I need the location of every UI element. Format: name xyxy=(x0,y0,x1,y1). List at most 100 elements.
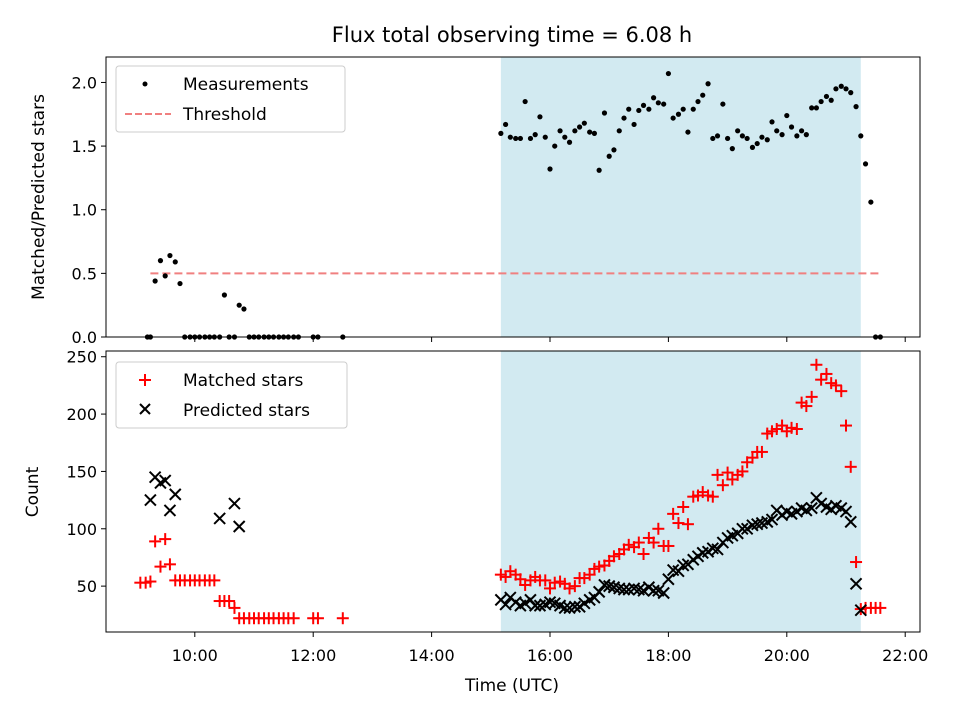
predicted-star-point xyxy=(657,586,670,600)
measurement-point xyxy=(813,105,820,111)
predicted-star-point xyxy=(746,519,759,532)
measurement-point xyxy=(729,146,735,152)
predicted-star-point xyxy=(558,601,572,615)
measurement-point xyxy=(547,166,553,172)
measurement-point xyxy=(670,115,676,121)
measurement-point xyxy=(507,134,513,140)
measurement-point xyxy=(591,130,598,136)
matched-star-point xyxy=(840,419,852,432)
measurement-point xyxy=(848,90,854,96)
matched-star-point xyxy=(662,539,675,552)
measurement-points xyxy=(144,70,883,340)
predicted-star-point xyxy=(578,597,591,610)
legend-matched-marker xyxy=(139,374,151,386)
x-tick-label: 16:00 xyxy=(527,646,573,665)
matched-star-point xyxy=(672,517,685,530)
measurement-point xyxy=(675,111,682,117)
predicted-star-point xyxy=(676,559,690,572)
measurement-point xyxy=(823,93,830,100)
measurement-point xyxy=(700,92,706,98)
measurement-point xyxy=(157,258,164,264)
matched-star-point xyxy=(647,536,660,549)
top-panel-ratio: 0.00.51.01.52.0 Matched/Predicted stars … xyxy=(29,56,921,347)
measurement-point xyxy=(720,101,726,107)
measurement-point xyxy=(542,134,548,140)
legend-predicted-marker xyxy=(139,403,151,415)
measurement-point xyxy=(833,86,839,92)
measurement-point xyxy=(596,167,602,173)
predicted-star-point xyxy=(228,497,241,510)
predicted-star-point xyxy=(232,520,246,533)
predicted-star-point xyxy=(592,585,606,599)
measurement-point xyxy=(631,121,637,128)
predicted-star-point xyxy=(765,513,779,526)
measurement-point xyxy=(177,280,183,287)
measurement-point xyxy=(862,161,869,167)
x-stroke-b xyxy=(607,581,621,594)
x-stroke-b xyxy=(158,474,172,487)
matched-star-point xyxy=(159,533,172,546)
x-stroke-b xyxy=(746,519,759,532)
matched-star-point xyxy=(154,560,167,573)
matched-star-point xyxy=(706,490,719,503)
measurement-point xyxy=(794,133,800,139)
x-stroke-b xyxy=(627,582,641,595)
predicted-star-point xyxy=(158,474,172,487)
predicted-star-point xyxy=(740,522,754,535)
measurement-point xyxy=(152,278,158,284)
matched-star-point xyxy=(607,550,620,563)
measurement-point xyxy=(562,134,568,140)
measurement-point xyxy=(587,129,593,135)
measurement-point xyxy=(853,104,859,110)
predicted-star-point xyxy=(844,515,857,529)
x-stroke-b xyxy=(528,599,542,612)
predicted-star-point xyxy=(499,598,512,611)
y-tick-label: 2.0 xyxy=(72,73,97,92)
measurement-point xyxy=(621,115,627,121)
matched-star-point xyxy=(850,556,863,569)
matched-star-point xyxy=(336,612,349,625)
predicted-star-point xyxy=(647,584,660,597)
predicted-star-point xyxy=(839,505,853,518)
x-stroke-b xyxy=(592,585,606,599)
measurement-point xyxy=(754,140,760,147)
matched-star-point xyxy=(652,522,665,535)
matched-star-point xyxy=(716,479,729,492)
x-stroke-b xyxy=(632,583,646,596)
measurement-point xyxy=(527,135,534,142)
predicted-star-point xyxy=(627,582,641,595)
measurement-point xyxy=(744,135,750,142)
matched-star-point xyxy=(721,466,734,479)
x-stroke-b xyxy=(736,522,749,535)
x-stroke-b xyxy=(228,497,241,510)
predicted-star-point xyxy=(163,504,177,517)
top-panel-y-ticks: 0.0 0.5 1.0 1.5 2.0 xyxy=(72,73,106,347)
x-stroke-b xyxy=(543,595,557,609)
top-panel-x-ticks xyxy=(194,337,906,342)
matched-star-point xyxy=(810,358,823,371)
x-stroke-b xyxy=(602,579,616,593)
x-stroke-b xyxy=(854,604,868,617)
measurement-point xyxy=(788,124,795,130)
predicted-star-point xyxy=(706,542,720,555)
matched-star-point xyxy=(820,367,833,380)
matched-star-point xyxy=(667,507,680,520)
matched-star-point xyxy=(681,518,694,531)
y-tick-label: 150 xyxy=(66,462,97,481)
measurement-point xyxy=(557,128,563,134)
measurement-point xyxy=(784,112,790,119)
x-stroke-b xyxy=(213,512,226,525)
measurement-point xyxy=(665,70,672,77)
x-stroke-b xyxy=(652,584,665,597)
measurement-point xyxy=(517,135,524,142)
predicted-star-point xyxy=(711,543,724,556)
predicted-star-point xyxy=(568,600,582,613)
legend-box xyxy=(115,65,346,133)
x-stroke-b xyxy=(844,515,857,529)
x-tick-label: 20:00 xyxy=(764,646,810,665)
measurement-point xyxy=(221,292,227,298)
legend-predicted-label: Predicted stars xyxy=(183,401,310,421)
matched-star-point xyxy=(874,601,887,614)
x-tick-label: 12:00 xyxy=(290,646,336,665)
matched-star-point xyxy=(163,558,176,571)
